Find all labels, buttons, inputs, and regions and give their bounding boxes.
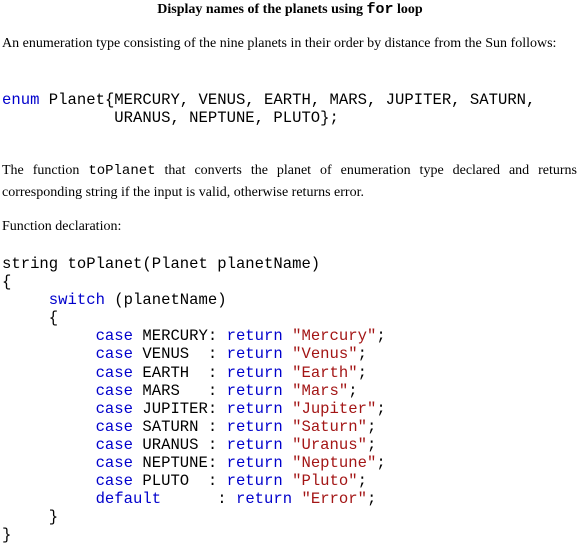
code-token: case — [2, 381, 134, 400]
code-token: return — [226, 363, 283, 382]
title-text: Display names of the planets using — [157, 2, 367, 17]
function-code: string toPlanet(Planet planetName){ swit… — [2, 255, 386, 545]
code-token: ; — [348, 381, 358, 400]
code-token: case — [2, 472, 134, 491]
code-token: "Venus" — [282, 345, 358, 364]
code-token: "Error" — [292, 490, 367, 509]
code-token: return — [226, 417, 283, 436]
code-token: { — [2, 273, 12, 292]
code-line: } — [2, 508, 386, 526]
code-token: case — [2, 363, 134, 382]
code-line: default : return "Error"; — [2, 490, 386, 508]
inline-code: toPlanet — [88, 163, 156, 179]
code-token: return — [226, 472, 283, 491]
title: Display names of the planets using for l… — [0, 1, 580, 19]
code-token: return — [226, 345, 283, 364]
code-token: "Pluto" — [282, 472, 358, 491]
code-token: (planetName) — [104, 291, 227, 310]
code-line: switch (planetName) — [2, 291, 386, 309]
code-token: "Neptune" — [282, 454, 377, 473]
code-token: SATURN : — [133, 417, 227, 436]
code-line: case NEPTUNE: return "Neptune"; — [2, 454, 386, 472]
code-token: case — [2, 327, 134, 346]
code-token: ; — [357, 363, 367, 382]
code-token: "Mercury" — [282, 327, 377, 346]
code-token: "Mars" — [282, 381, 349, 400]
code-token: return — [235, 490, 293, 509]
code-line: case MERCURY: return "Mercury"; — [2, 327, 386, 345]
code-token: { — [2, 309, 59, 328]
code-token: case — [2, 454, 134, 473]
text: that converts the planet of enumeration … — [2, 163, 578, 200]
code-line: } — [2, 526, 386, 544]
code-line: URANUS, NEPTUNE, PLUTO}; — [2, 109, 535, 127]
code-token: "Uranus" — [282, 435, 367, 454]
code-token: MARS : — [133, 381, 227, 400]
code-token: EARTH : — [133, 363, 227, 382]
code-token: case — [2, 435, 134, 454]
code-token: ; — [367, 490, 377, 509]
code-token: MERCURY: — [133, 327, 227, 346]
code-token: return — [226, 399, 283, 418]
code-token: return — [226, 327, 283, 346]
code-token: case — [2, 399, 134, 418]
code-token: } — [2, 508, 59, 527]
code-token: : — [161, 490, 236, 509]
intro: An enumeration type consisting of the ni… — [2, 36, 557, 51]
declaration-label: Function declaration: — [2, 219, 122, 234]
code-token: return — [226, 454, 283, 473]
code-line: case MARS : return "Mars"; — [2, 382, 386, 400]
code-token: PLUTO : — [133, 472, 227, 491]
code-line: case JUPITER: return "Jupiter"; — [2, 400, 386, 418]
code-token: ; — [366, 417, 377, 436]
code-token: enum — [2, 91, 40, 109]
code-token: ; — [357, 345, 367, 364]
code-token: VENUS : — [133, 345, 227, 364]
description: The function toPlanet that converts the … — [2, 160, 577, 204]
code-token: return — [226, 381, 283, 400]
code-token: "Earth" — [282, 363, 358, 382]
code-token: } — [2, 526, 12, 545]
code-line: case SATURN : return "Saturn"; — [2, 418, 386, 436]
code-token: default — [2, 490, 162, 509]
code-token: case — [2, 417, 134, 436]
code-token: URANUS, NEPTUNE, PLUTO}; — [2, 109, 339, 128]
code-line: case EARTH : return "Earth"; — [2, 364, 386, 382]
title-code: for — [366, 1, 394, 18]
code-token: ; — [376, 454, 386, 473]
code-token: ; — [376, 399, 386, 418]
code-line: { — [2, 273, 386, 291]
title-text: loop — [393, 2, 423, 17]
code-line: case URANUS : return "Uranus"; — [2, 436, 386, 454]
code-line: { — [2, 309, 386, 327]
code-token: "Jupiter" — [282, 399, 377, 418]
code-token: ; — [376, 327, 386, 346]
code-token: ; — [366, 435, 377, 454]
code-token: Planet{MERCURY, VENUS, EARTH, MARS, JUPI… — [39, 91, 536, 109]
code-token: "Saturn" — [282, 417, 367, 436]
code-line: string toPlanet(Planet planetName) — [2, 255, 386, 273]
code-token: string toPlanet(Planet planetName) — [2, 255, 321, 273]
code-token: JUPITER: — [133, 399, 227, 418]
enum-code: enum Planet{MERCURY, VENUS, EARTH, MARS,… — [2, 91, 535, 127]
code-token: case — [2, 345, 134, 364]
text: The function — [2, 163, 89, 178]
code-line: case VENUS : return "Venus"; — [2, 345, 386, 363]
code-line: case PLUTO : return "Pluto"; — [2, 472, 386, 490]
code-token: switch — [2, 291, 105, 310]
code-token: NEPTUNE: — [133, 454, 227, 473]
code-token: ; — [357, 472, 367, 491]
code-token: return — [226, 435, 283, 454]
code-line: enum Planet{MERCURY, VENUS, EARTH, MARS,… — [2, 91, 535, 109]
code-token: URANUS : — [133, 435, 227, 454]
